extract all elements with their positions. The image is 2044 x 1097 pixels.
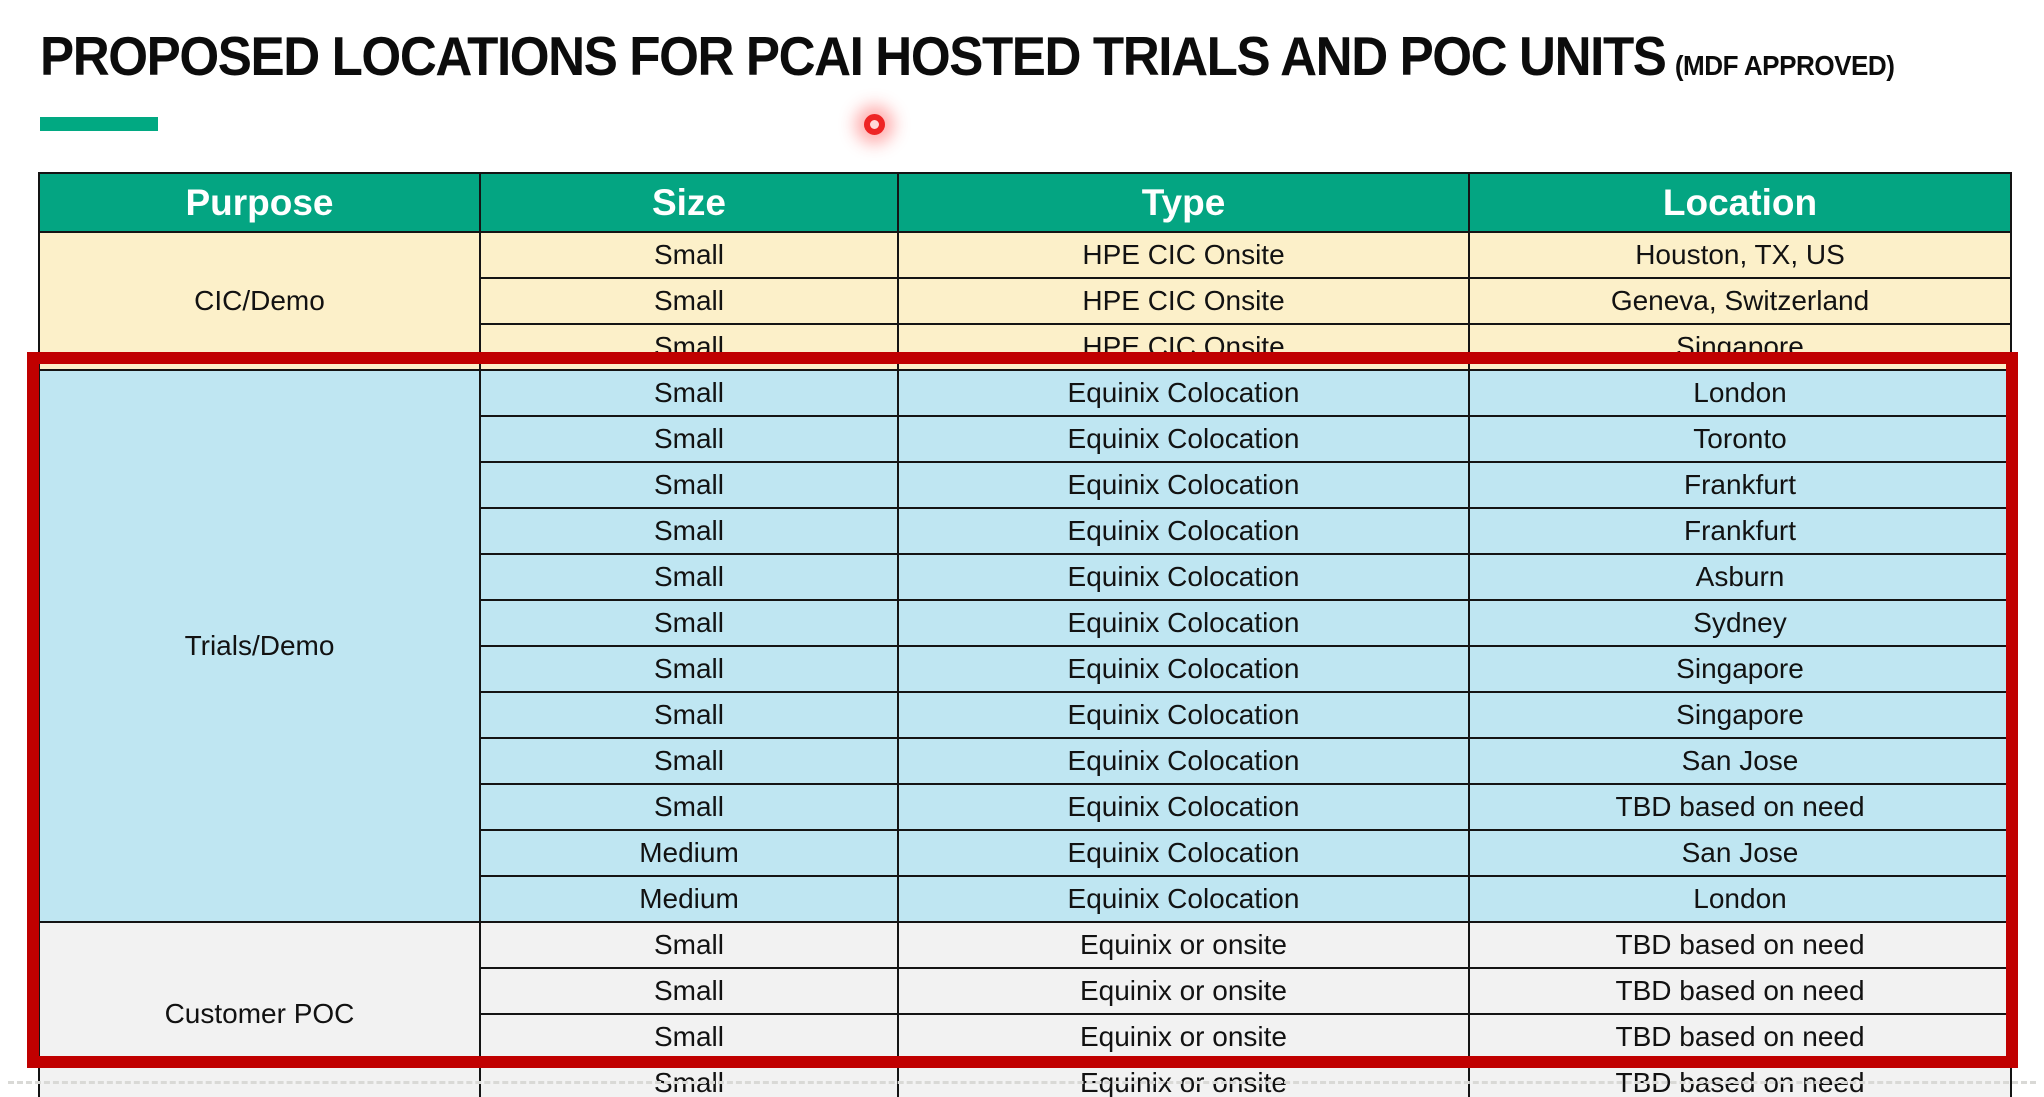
type-cell: Equinix Colocation	[897, 783, 1470, 831]
table-row: Medium Equinix Colocation San Jose	[39, 829, 2012, 877]
location-cell: Singapore	[1468, 691, 2012, 739]
column-header-purpose: Purpose	[38, 172, 481, 233]
location-cell: Geneva, Switzerland	[1468, 277, 2012, 325]
table-row: Small Equinix Colocation TBD based on need	[39, 783, 2012, 831]
column-header-location: Location	[1468, 172, 2012, 233]
type-cell: Equinix or onsite	[897, 967, 1470, 1015]
table-row: Small Equinix or onsite TBD based on need	[39, 967, 2012, 1015]
column-header-size: Size	[479, 172, 899, 233]
size-cell: Small	[479, 323, 899, 371]
size-cell: Small	[479, 461, 899, 509]
type-cell: Equinix Colocation	[897, 737, 1470, 785]
size-cell: Medium	[479, 875, 899, 923]
type-cell: Equinix Colocation	[897, 875, 1470, 923]
size-cell: Small	[479, 645, 899, 693]
location-cell: Singapore	[1468, 323, 2012, 371]
size-cell: Small	[479, 967, 899, 1015]
location-cell: TBD based on need	[1468, 921, 2012, 969]
size-cell: Small	[479, 1059, 899, 1097]
laser-pointer-dot	[864, 114, 885, 135]
table-row: Customer POC Small Equinix or onsite TBD ba…	[38, 921, 2012, 1097]
table-row: Small Equinix Colocation Asburn	[39, 553, 2012, 601]
location-cell: Toronto	[1468, 415, 2012, 463]
type-cell: Equinix or onsite	[897, 921, 1470, 969]
size-cell: Small	[479, 277, 899, 325]
table-row: Small Equinix Colocation Singapore	[39, 691, 2012, 739]
size-cell: Small	[479, 369, 899, 417]
page-title-suffix: (MDF APPROVED)	[1674, 50, 1895, 81]
size-cell: Small	[479, 507, 899, 555]
table-row: Small Equinix Colocation Singapore	[39, 645, 2012, 693]
purpose-cell: Customer POC	[38, 921, 481, 1097]
location-cell: Asburn	[1468, 553, 2012, 601]
location-cell: San Jose	[1468, 737, 2012, 785]
location-cell: TBD based on need	[1468, 1013, 2012, 1061]
type-cell: Equinix or onsite	[897, 1013, 1470, 1061]
type-cell: HPE CIC Onsite	[897, 231, 1470, 279]
table-row: Small Equinix Colocation Sydney	[39, 599, 2012, 647]
type-cell: Equinix or onsite	[897, 1059, 1470, 1097]
location-cell: Singapore	[1468, 645, 2012, 693]
location-cell: London	[1468, 875, 2012, 923]
table-row: Small Equinix or onsite TBD based on need	[39, 1013, 2012, 1061]
location-cell: San Jose	[1468, 829, 2012, 877]
type-cell: HPE CIC Onsite	[897, 323, 1470, 371]
page-title-text: PROPOSED LOCATIONS FOR PCAI HOSTED TRIAL…	[40, 25, 1667, 87]
column-header-type: Type	[897, 172, 1470, 233]
size-cell: Medium	[479, 829, 899, 877]
size-cell: Small	[479, 231, 899, 279]
size-cell: Small	[479, 783, 899, 831]
location-cell: TBD based on need	[1468, 967, 2012, 1015]
location-cell: London	[1468, 369, 2012, 417]
purpose-cell: CIC/Demo	[38, 231, 481, 371]
type-cell: Equinix Colocation	[897, 691, 1470, 739]
purpose-cell: Trials/Demo	[38, 369, 481, 923]
table-row: Small Equinix Colocation Frankfurt	[39, 507, 2012, 555]
type-cell: Equinix Colocation	[897, 369, 1470, 417]
size-cell: Small	[479, 921, 899, 969]
location-cell: Sydney	[1468, 599, 2012, 647]
table-row: Trials/Demo Small Equinix Colocation London	[38, 369, 2012, 923]
size-cell: Small	[479, 691, 899, 739]
table-row: Small Equinix Colocation Toronto	[39, 415, 2012, 463]
size-cell: Small	[479, 415, 899, 463]
type-cell: Equinix Colocation	[897, 829, 1470, 877]
bottom-dashed-line	[8, 1081, 2036, 1084]
location-cell: Frankfurt	[1468, 461, 2012, 509]
type-cell: HPE CIC Onsite	[897, 277, 1470, 325]
type-cell: Equinix Colocation	[897, 645, 1470, 693]
locations-table: Purpose Size Type Location CIC/Demo Small HPE…	[38, 172, 2012, 1097]
type-cell: Equinix Colocation	[897, 599, 1470, 647]
location-cell: TBD based on need	[1468, 1059, 2012, 1097]
location-cell: Frankfurt	[1468, 507, 2012, 555]
table-row: Small Equinix Colocation Frankfurt	[39, 461, 2012, 509]
table-row: CIC/Demo Small HPE CIC Onsite Houston, TX, …	[38, 231, 2012, 371]
type-cell: Equinix Colocation	[897, 461, 1470, 509]
type-cell: Equinix Colocation	[897, 415, 1470, 463]
title-underline-bar	[40, 117, 158, 131]
table-row: Small Equinix Colocation San Jose	[39, 737, 2012, 785]
location-cell: Houston, TX, US	[1468, 231, 2012, 279]
page-title: PROPOSED LOCATIONS FOR PCAI HOSTED TRIAL…	[40, 25, 1895, 87]
size-cell: Small	[479, 553, 899, 601]
table-header-row: Purpose Size Type Location	[38, 172, 2012, 233]
table-row: Medium Equinix Colocation London	[39, 875, 2012, 923]
table-row: Small HPE CIC Onsite Geneva, Switzerland	[39, 277, 2012, 325]
size-cell: Small	[479, 599, 899, 647]
size-cell: Small	[479, 737, 899, 785]
type-cell: Equinix Colocation	[897, 553, 1470, 601]
location-cell: TBD based on need	[1468, 783, 2012, 831]
size-cell: Small	[479, 1013, 899, 1061]
type-cell: Equinix Colocation	[897, 507, 1470, 555]
